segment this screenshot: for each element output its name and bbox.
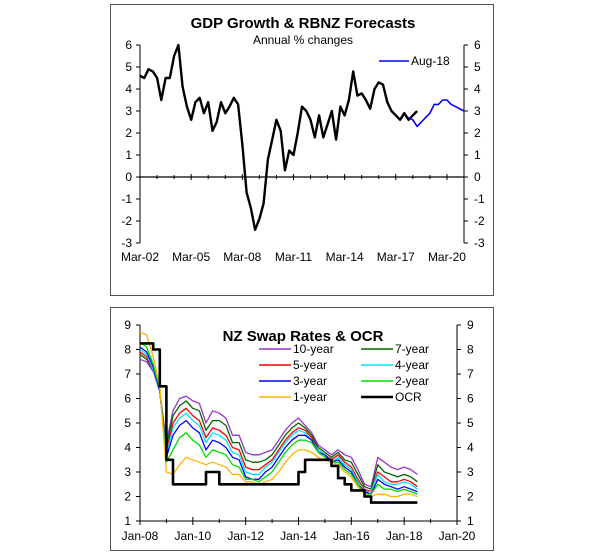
legend-label: 5-year [293, 358, 327, 372]
series-line-ocr [140, 342, 418, 504]
x-tick-label: Jan-16 [333, 529, 370, 543]
y-tick-label-left: 2 [125, 126, 132, 140]
y-tick-label-right: 1 [474, 148, 481, 162]
y-tick-label-right: 9 [467, 318, 474, 332]
x-tick-label: Jan-20 [439, 529, 476, 543]
x-tick-label: Jan-14 [280, 529, 317, 543]
y-tick-label-left: 5 [124, 416, 131, 430]
x-tick-label: Jan-12 [227, 529, 264, 543]
y-tick-label-left: 9 [124, 318, 131, 332]
gdp-chart-panel: GDP Growth & RBNZ Forecasts Annual % cha… [110, 4, 494, 296]
x-tick-label: Mar-20 [428, 250, 466, 264]
x-tick-label: Jan-10 [174, 529, 211, 543]
y-tick-label-right: 0 [474, 170, 481, 184]
series-line-4-year [139, 348, 418, 493]
y-tick-label-left: 6 [124, 392, 131, 406]
y-tick-label-right: 2 [474, 126, 481, 140]
y-tick-label-right: 8 [467, 343, 474, 357]
x-tick-label: Mar-05 [172, 250, 210, 264]
y-tick-label-right: 5 [474, 60, 481, 74]
y-tick-label-right: -1 [474, 192, 485, 206]
y-tick-label-right: 2 [467, 490, 474, 504]
swap-rates-chart: NZ Swap Rates & OCR 1 1 2 2 3 3 4 4 5 5 6 6 7 7 8 8 9 9 Ja… [122, 318, 476, 543]
y-tick-label-left: -2 [121, 214, 132, 228]
y-tick-label-left: 6 [125, 38, 132, 52]
x-tick-label: Mar-17 [377, 250, 415, 264]
y-tick-label-left: 3 [125, 104, 132, 118]
y-tick-label-left: 2 [124, 490, 131, 504]
y-tick-label-right: 4 [467, 441, 474, 455]
chart-title: NZ Swap Rates & OCR [223, 328, 384, 345]
x-tick-label: Mar-02 [121, 250, 159, 264]
legend-label: 1-year [293, 390, 327, 404]
y-tick-label-right: -3 [474, 236, 485, 250]
y-tick-label-left: 4 [125, 82, 132, 96]
chart-title: GDP Growth & RBNZ Forecasts [191, 15, 416, 32]
gdp-chart: GDP Growth & RBNZ Forecasts Annual % cha… [121, 15, 485, 264]
x-tick-label: Jan-08 [122, 529, 159, 543]
y-tick-label-right: 3 [467, 465, 474, 479]
y-tick-label-left: 1 [124, 514, 131, 528]
y-tick-label-right: -2 [474, 214, 485, 228]
x-tick-label: Mar-08 [223, 250, 261, 264]
y-tick-label-right: 4 [474, 82, 481, 96]
y-tick-label-left: 0 [125, 170, 132, 184]
series-line-10-year [139, 358, 418, 488]
y-tick-label-right: 7 [467, 367, 474, 381]
y-tick-label-left: 5 [125, 60, 132, 74]
legend-label: Aug-18 [411, 54, 450, 68]
legend-label: 2-year [395, 374, 429, 388]
legend-label: OCR [395, 390, 422, 404]
x-tick-label: Jan-18 [386, 529, 423, 543]
chart-subtitle: Annual % changes [253, 33, 353, 47]
y-tick-label-right: 1 [467, 514, 474, 528]
y-tick-label-left: 7 [124, 367, 131, 381]
y-tick-label-left: 1 [125, 148, 132, 162]
legend-label: 10-year [293, 342, 334, 356]
y-tick-label-left: -1 [121, 192, 132, 206]
series-line-7-year [139, 353, 418, 490]
swap-chart-panel: NZ Swap Rates & OCR 1 1 2 2 3 3 4 4 5 5 6 6 7 7 8 8 9 9 Ja… [110, 307, 494, 551]
y-tick-label-right: 3 [474, 104, 481, 118]
y-tick-label-left: 3 [124, 465, 131, 479]
y-tick-label-right: 5 [467, 416, 474, 430]
series-line-aug-18 [408, 99, 465, 128]
x-tick-label: Mar-11 [275, 250, 312, 264]
series-line-gdp [139, 43, 418, 232]
y-tick-label-right: 6 [467, 392, 474, 406]
legend-label: 7-year [395, 342, 429, 356]
x-tick-label: Mar-14 [326, 250, 364, 264]
y-tick-label-right: 6 [474, 38, 481, 52]
y-tick-label-left: -3 [121, 236, 132, 250]
series-line-2-year [139, 341, 418, 495]
legend-label: 4-year [395, 358, 429, 372]
y-tick-label-left: 4 [124, 441, 131, 455]
y-tick-label-left: 8 [124, 343, 131, 357]
legend-label: 3-year [293, 374, 327, 388]
